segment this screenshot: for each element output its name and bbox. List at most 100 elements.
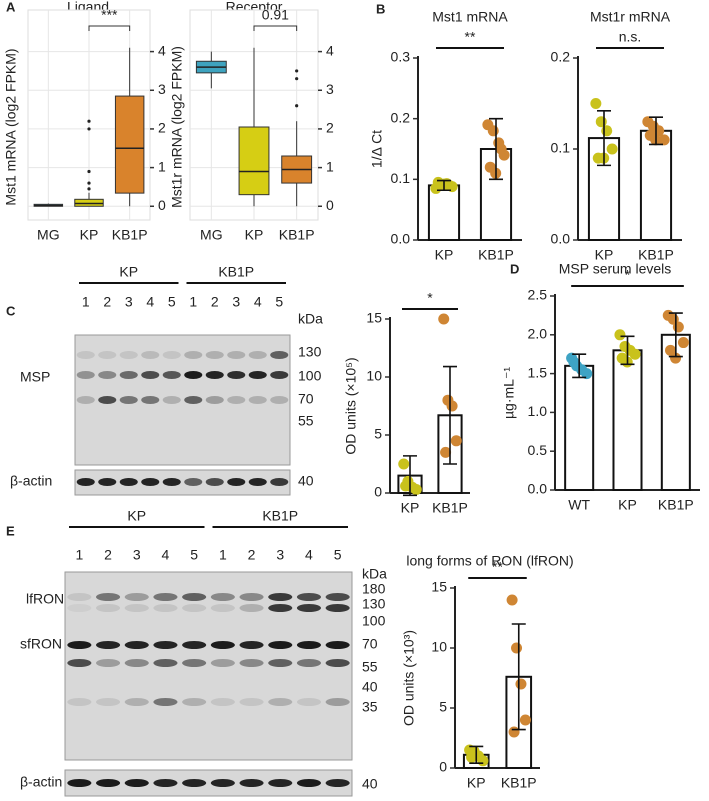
data-point: [508, 726, 520, 738]
x-tick-label: KB1P: [112, 227, 148, 243]
lane-label: 5: [168, 294, 176, 310]
chart: Mst1r mRNA 0.0 0.1 0.2 KP KB1P n.s.: [551, 9, 682, 263]
group-label: KB1P: [262, 508, 298, 524]
blot-band: [210, 698, 235, 706]
significance-label: ***: [101, 7, 118, 23]
blot-band: [248, 371, 267, 379]
row-label: lfRON: [26, 591, 64, 607]
data-point: [506, 594, 518, 606]
y-axis-label: Mst1 mRNA (log2 FPKM): [3, 48, 19, 205]
kda-label: 130: [362, 596, 386, 612]
data-point: [677, 337, 689, 349]
kda-label: 40: [362, 679, 378, 695]
data-point: [438, 313, 450, 325]
y-tick-label: 0.0: [528, 481, 548, 497]
box: [238, 126, 270, 196]
data-point: [487, 125, 499, 137]
lane-label: 3: [232, 294, 240, 310]
y-axis-label: OD units (×10⁵): [343, 357, 359, 454]
blot-band: [153, 593, 178, 601]
group-label: KB1P: [218, 264, 254, 280]
y-tick-label: 0.5: [528, 442, 548, 458]
outlier: [295, 104, 299, 108]
blot-band: [268, 593, 293, 601]
error-bar: [469, 745, 484, 764]
bar: [612, 349, 643, 491]
outlier: [87, 181, 91, 185]
x-tick-label: KP: [245, 227, 264, 243]
blot-band: [76, 396, 95, 404]
data-point: [466, 751, 478, 763]
blot-band: [76, 351, 95, 359]
lane-label: 2: [211, 294, 219, 310]
y-tick-label: 1.5: [528, 364, 548, 380]
blot-band: [227, 478, 246, 486]
outlier: [87, 187, 91, 191]
lane-label: 1: [189, 294, 197, 310]
kda-unit: kDa: [362, 566, 387, 582]
blot-band: [239, 659, 264, 667]
blot-band: [124, 593, 149, 601]
data-point: [410, 484, 422, 496]
data-point: [495, 143, 507, 155]
outlier: [295, 69, 299, 73]
data-point: [614, 329, 626, 341]
y-tick-label: 0.2: [391, 109, 411, 125]
error-bar: [597, 109, 611, 167]
blot-band: [296, 593, 322, 601]
data-point: [515, 678, 527, 690]
blot-band: [205, 351, 224, 359]
data-point: [665, 344, 677, 356]
blot-band: [210, 641, 235, 649]
data-point: [606, 143, 618, 155]
y-tick-label: 0: [326, 197, 334, 213]
x-tick-label: KB1P: [432, 500, 468, 516]
blot-band: [268, 698, 293, 706]
y-tick-label: 0: [439, 759, 447, 775]
blot-band: [98, 351, 117, 359]
blot-band: [141, 478, 160, 486]
kda-label: 55: [298, 413, 314, 429]
blot-band: [182, 698, 207, 706]
lane-label: 3: [133, 547, 141, 563]
box: [74, 198, 104, 207]
blot-band: [95, 641, 121, 649]
blot-band: [270, 351, 289, 359]
y-tick-label: 0: [374, 484, 382, 500]
error-bar: [511, 623, 526, 731]
y-tick-label: 0.0: [551, 231, 571, 247]
row-label: β-actin: [20, 774, 62, 790]
blot-band: [268, 779, 293, 787]
blot-band: [153, 641, 178, 649]
kda-label: 70: [298, 391, 314, 407]
outlier: [295, 77, 299, 81]
blot-band: [325, 641, 350, 649]
chart: B Mst1 mRNA 1/Δ Ct 0.0 0.1 0.2 0.3 KP KB1P **: [369, 1, 522, 263]
error-bar: [489, 117, 503, 181]
x-tick-label: KP: [435, 247, 454, 263]
bar: [639, 129, 673, 241]
blot-band: [98, 396, 117, 404]
blot-band: [153, 659, 178, 667]
blot-band: [239, 698, 264, 706]
lane-label: 4: [162, 547, 170, 563]
blot-band: [239, 779, 264, 787]
y-tick-label: 2.5: [528, 287, 548, 303]
blot-band: [67, 779, 92, 787]
x-tick-label: KP: [618, 497, 637, 513]
row-label: MSP: [20, 369, 50, 385]
group-label: KP: [119, 264, 138, 280]
y-tick-label: 0.2: [551, 49, 571, 65]
data-point: [568, 356, 580, 368]
y-tick-label: 0.3: [391, 49, 411, 65]
kda-label: 40: [298, 473, 314, 489]
lane-label: 4: [254, 294, 262, 310]
blot-band: [119, 396, 138, 404]
blot-band: [248, 351, 267, 359]
data-point: [450, 435, 462, 447]
blot-band: [124, 659, 149, 667]
x-tick-label: KB1P: [279, 227, 315, 243]
y-tick-label: 4: [158, 42, 166, 58]
y-tick-label: 0.0: [391, 231, 411, 247]
y-axis-label: µg·mL⁻¹: [501, 367, 517, 419]
